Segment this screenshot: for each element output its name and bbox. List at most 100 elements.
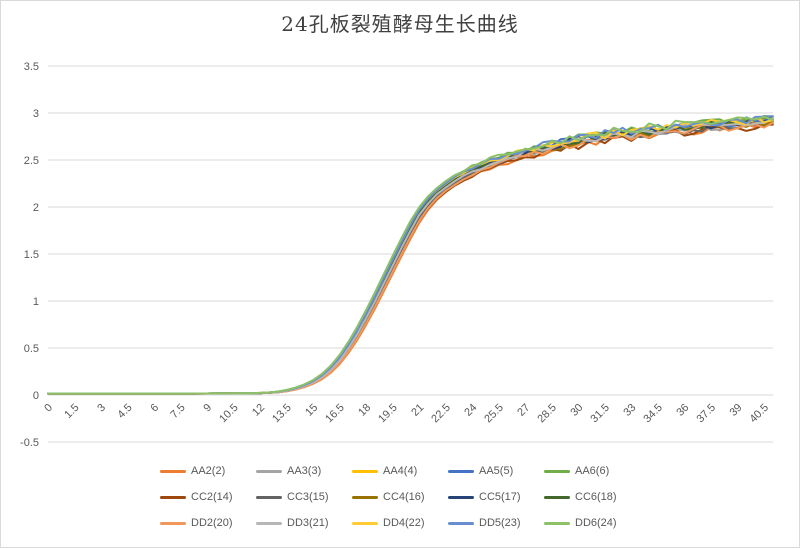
x-tick-label: 19.5: [376, 402, 400, 426]
legend-item-DD5(23): DD5(23): [448, 517, 544, 529]
legend-row: CC2(14) CC3(15) CC4(16) CC5(17) CC6(18): [1, 484, 799, 510]
legend-item-CC3(15): CC3(15): [256, 491, 352, 503]
legend-swatch: [160, 469, 186, 473]
legend-label: AA5(5): [479, 465, 514, 477]
x-tick-label: 27: [515, 402, 532, 419]
series-line-CC3(15): [47, 121, 774, 395]
x-tick-label: 13.5: [270, 402, 294, 426]
x-tick-label: 15: [303, 402, 320, 419]
legend-row: DD2(20) DD3(21) DD4(22) DD5(23) DD6(24): [1, 510, 799, 536]
x-tick-label: 7.5: [168, 402, 187, 421]
legend-item-AA5(5): AA5(5): [448, 465, 544, 477]
legend-label: CC5(17): [479, 491, 521, 503]
chart-title: 24孔板裂殖酵母生长曲线: [281, 12, 519, 36]
series-line-DD5(23): [47, 115, 774, 395]
legend-swatch: [544, 521, 570, 525]
x-tick-label: 39: [727, 402, 744, 419]
x-tick-label: 6: [148, 402, 161, 415]
x-tick-label: 36: [674, 402, 691, 419]
series-line-CC4(16): [47, 119, 774, 395]
legend-label: AA6(6): [575, 465, 610, 477]
y-tick-label: 1: [33, 296, 39, 308]
x-tick-label: 10.5: [217, 402, 241, 426]
y-tick-label: 2.5: [24, 155, 39, 167]
legend-label: AA2(2): [191, 465, 226, 477]
x-tick-label: 18: [356, 402, 373, 419]
series-line-AA3(3): [47, 119, 774, 395]
y-tick-label: 2: [33, 202, 39, 214]
x-tick-label: 33: [621, 402, 638, 419]
legend-swatch: [448, 469, 474, 473]
legend-swatch: [256, 469, 282, 473]
legend-item-AA6(6): AA6(6): [544, 465, 640, 477]
series-line-CC6(18): [47, 116, 774, 395]
series-line-AA5(5): [47, 115, 774, 395]
legend-item-DD3(21): DD3(21): [256, 517, 352, 529]
legend-swatch: [544, 469, 570, 473]
x-tick-label: 21: [409, 402, 426, 419]
legend-swatch: [256, 495, 282, 499]
x-tick-label: 37.5: [694, 402, 718, 426]
x-tick-label: 31.5: [588, 402, 612, 426]
series-line-AA6(6): [47, 115, 774, 395]
series-line-CC2(14): [47, 123, 774, 395]
y-tick-label: 3.5: [24, 61, 39, 73]
y-tick-label: 0.5: [24, 343, 39, 355]
legend-item-CC5(17): CC5(17): [448, 491, 544, 503]
x-tick-label: 3: [95, 402, 108, 415]
legend-swatch: [352, 495, 378, 499]
legend-label: CC3(15): [287, 491, 329, 503]
legend-swatch: [448, 521, 474, 525]
y-tick-label: -0.5: [20, 437, 39, 449]
series-line-DD6(24): [47, 116, 774, 395]
x-tick-label: 28.5: [535, 402, 559, 426]
legend-item-CC6(18): CC6(18): [544, 491, 640, 503]
x-tick-label: 4.5: [115, 402, 134, 421]
legend-label: DD2(20): [191, 517, 233, 529]
legend-swatch: [256, 521, 282, 525]
x-tick-label: 30: [568, 402, 585, 419]
x-tick-label: 12: [250, 402, 267, 419]
x-tick-label: 25.5: [482, 402, 506, 426]
legend-label: DD6(24): [575, 517, 617, 529]
legend-label: CC2(14): [191, 491, 233, 503]
legend-item-AA3(3): AA3(3): [256, 465, 352, 477]
x-tick-label: 9: [201, 402, 214, 415]
x-tick-label: 34.5: [641, 402, 665, 426]
x-tick-label: 0: [42, 402, 55, 415]
legend-item-AA4(4): AA4(4): [352, 465, 448, 477]
series-line-AA2(2): [47, 120, 774, 395]
x-tick-label: 16.5: [323, 402, 347, 426]
legend-item-AA2(2): AA2(2): [160, 465, 256, 477]
series-line-CC5(17): [47, 118, 774, 395]
legend-label: DD3(21): [287, 517, 329, 529]
legend-swatch: [160, 521, 186, 525]
legend-label: DD5(23): [479, 517, 521, 529]
legend-swatch: [352, 521, 378, 525]
series-line-DD2(20): [47, 121, 774, 395]
legend-label: AA4(4): [383, 465, 418, 477]
legend-label: CC6(18): [575, 491, 617, 503]
legend-swatch: [448, 495, 474, 499]
legend-swatch: [544, 495, 570, 499]
y-tick-label: 1.5: [24, 249, 39, 261]
legend-label: CC4(16): [383, 491, 425, 503]
x-tick-label: 40.5: [747, 402, 771, 426]
plot-area: -0.500.511.522.533.50 1.5 3 4.5 6 7.5 9 10.5 12 1…: [20, 61, 774, 449]
chart-legend: AA2(2) AA3(3) AA4(4) AA5(5) AA6(6) CC2(14) CC3…: [1, 458, 799, 536]
legend-item-DD6(24): DD6(24): [544, 517, 640, 529]
y-tick-label: 3: [33, 108, 39, 120]
legend-item-CC2(14): CC2(14): [160, 491, 256, 503]
x-tick-label: 1.5: [62, 402, 81, 421]
x-tick-label: 24: [462, 402, 479, 419]
y-tick-label: 0: [33, 390, 39, 402]
legend-swatch: [352, 469, 378, 473]
legend-item-DD2(20): DD2(20): [160, 517, 256, 529]
x-tick-label: 22.5: [429, 402, 453, 426]
legend-item-DD4(22): DD4(22): [352, 517, 448, 529]
series-line-DD4(22): [47, 116, 774, 395]
legend-label: AA3(3): [287, 465, 322, 477]
legend-label: DD4(22): [383, 517, 425, 529]
legend-item-CC4(16): CC4(16): [352, 491, 448, 503]
